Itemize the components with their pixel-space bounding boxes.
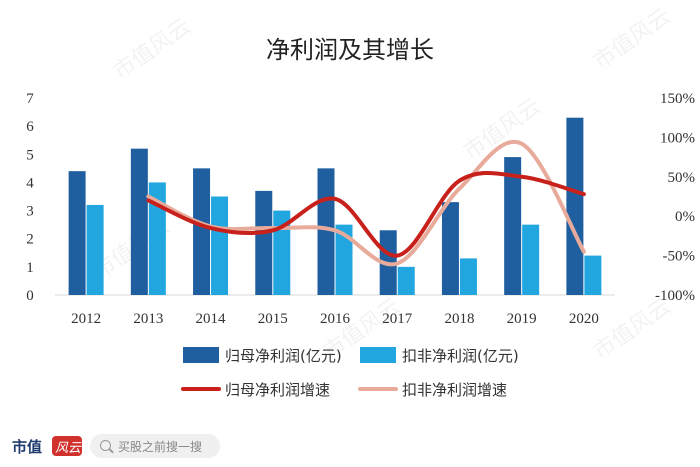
x-tick-label: 2012 — [71, 311, 101, 327]
brand-logo-text: 风云 — [55, 441, 82, 456]
search-box[interactable]: 买股之前搜一搜 — [90, 434, 220, 458]
x-tick-label: 2014 — [196, 311, 227, 327]
x-tick-label: 2017 — [382, 311, 413, 327]
bar-deducted — [335, 224, 353, 295]
y-left-tick-label: 4 — [26, 175, 34, 191]
y-left-tick-label: 7 — [26, 91, 34, 107]
bar-parent — [130, 148, 148, 295]
legend-label: 扣非净利润(亿元) — [402, 347, 519, 365]
bar-deducted — [148, 182, 166, 295]
bar-deducted — [397, 266, 415, 295]
bar-parent — [566, 117, 584, 295]
x-tick-label: 2020 — [569, 311, 599, 327]
chart-title: 净利润及其增长 — [266, 36, 434, 64]
watermark-text: 市值风云 — [109, 14, 195, 85]
legend-swatch — [183, 347, 219, 363]
bar-deducted — [86, 204, 104, 295]
y-left-tick-label: 3 — [26, 204, 34, 220]
bar-deducted — [273, 210, 291, 295]
search-placeholder: 买股之前搜一搜 — [118, 440, 203, 454]
y-left-tick-label: 5 — [26, 147, 34, 163]
y-right-tick-label: 0% — [675, 209, 695, 225]
x-tick-label: 2018 — [444, 311, 474, 327]
chart-card: 市值风云市值风云市值风云市值风云市值风云市值风云净利润及其增长01234567-… — [0, 0, 700, 431]
line-deducted-growth — [146, 139, 586, 267]
line-parent-growth — [146, 170, 586, 258]
bar-deducted — [584, 255, 602, 295]
brand-name: 市值 — [12, 438, 43, 456]
bar-parent — [317, 168, 335, 295]
watermark-text: 市值风云 — [589, 294, 675, 365]
legend-swatch — [360, 347, 396, 363]
bar-parent — [441, 202, 459, 295]
legend-label: 归母净利润增速 — [225, 381, 330, 399]
y-right-tick-label: 150% — [660, 91, 695, 107]
legend-label: 扣非净利润增速 — [402, 381, 507, 399]
footer-bar: 市值 风云 买股之前搜一搜 — [0, 430, 700, 467]
legend-label: 归母净利润(亿元) — [225, 347, 342, 365]
x-tick-label: 2019 — [507, 311, 537, 327]
y-left-tick-label: 0 — [26, 288, 34, 304]
y-right-tick-label: 50% — [668, 170, 696, 186]
bar-parent — [193, 168, 211, 295]
watermark-text: 市值风云 — [589, 4, 675, 75]
bar-parent — [68, 171, 86, 295]
y-left-tick-label: 1 — [26, 260, 34, 276]
y-left-tick-label: 6 — [26, 119, 34, 135]
y-right-tick-label: 100% — [660, 130, 695, 146]
bar-deducted — [459, 258, 477, 295]
y-right-tick-label: -100% — [655, 288, 695, 304]
bar-parent — [255, 190, 273, 295]
search-icon — [100, 440, 111, 451]
bar-parent — [504, 157, 522, 295]
x-tick-label: 2016 — [320, 311, 351, 327]
y-left-tick-label: 2 — [26, 232, 34, 248]
y-right-tick-label: -50% — [663, 249, 696, 265]
x-tick-label: 2013 — [133, 311, 163, 327]
chart: 市值风云市值风云市值风云市值风云市值风云市值风云净利润及其增长01234567-… — [26, 4, 696, 399]
brand-logo-icon: 风云 — [52, 436, 82, 456]
bar-deducted — [211, 196, 229, 295]
x-tick-label: 2015 — [258, 311, 288, 327]
bar-deducted — [522, 224, 540, 295]
